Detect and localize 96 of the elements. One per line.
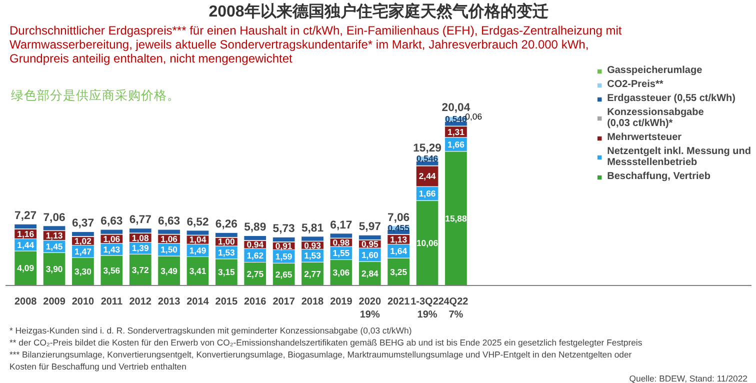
data-label: 1,55 [332, 248, 350, 258]
data-label: 1,06 [103, 234, 120, 244]
total-label: 7,06 [43, 212, 66, 224]
total-label: 6,63 [158, 215, 180, 228]
x-tick-label: 2021 [387, 296, 410, 308]
x-tick-label: 2018 [301, 296, 324, 308]
data-label: 0,06 [465, 112, 482, 122]
data-label: 1,53 [304, 250, 322, 261]
data-label: 2,44 [418, 171, 436, 182]
x-tick-label: 2009 [43, 296, 66, 308]
data-label: 1,31 [448, 126, 465, 137]
data-label: 3,25 [390, 266, 408, 277]
x-tick-label: 2015 [215, 296, 238, 308]
x-tick-label: 2010 [72, 296, 95, 308]
data-label: 1,47 [74, 246, 92, 256]
data-label: 1,66 [448, 139, 465, 150]
data-label: 3,06 [332, 268, 350, 278]
total-label: 5,97 [358, 221, 381, 233]
data-label: 3,56 [103, 265, 120, 276]
data-label: 4,09 [17, 263, 34, 274]
data-label: 3,30 [74, 266, 92, 277]
data-label: 1,06 [160, 234, 178, 244]
total-label: 5,81 [301, 222, 324, 234]
total-label: 7,27 [14, 210, 37, 222]
data-label: 2,65 [275, 269, 292, 280]
source-note: Quelle: BDEW, Stand: 11/2022 [629, 374, 748, 383]
legend-label: Konzessionsabgabe (0,03 ct/kWh)* [607, 107, 704, 129]
total-label: 6,17 [330, 219, 352, 232]
data-label: 2,75 [246, 268, 264, 279]
total-label: 6,52 [186, 216, 209, 228]
data-label: 0,93 [304, 240, 322, 250]
legend-label: CO2-Preis** [607, 79, 664, 90]
legend-label: Erdgassteuer (0,55 ct/kWh) [607, 93, 736, 104]
chart-subtitle: Durchschnittlicher Erdgaspreis*** für einen Haushalt in ct/kWh, Ein-Familienhaus (EFH), Erdgas-Zentralheizung mit Warmwasserbereitung, jeweils aktuelle Sondervertragskundentarife* im Markt, Jahresverbrauch 20.000 kWh, Grundpreis anteilig enthalten, nicht mengengewichtet [10, 24, 622, 66]
data-label: 3,15 [218, 267, 236, 278]
total-label: 20,04 [442, 102, 471, 114]
data-label: 1,66 [418, 188, 436, 199]
total-label: 7,06 [388, 212, 410, 224]
x-tick-label: 2012 [129, 296, 152, 308]
total-label: 6,63 [100, 215, 123, 228]
data-label: 1,02 [74, 236, 92, 246]
data-label: 1,59 [275, 251, 292, 262]
total-label: 15,29 [413, 142, 442, 154]
data-label: 0,91 [275, 240, 292, 251]
data-label: 1,08 [132, 232, 149, 243]
total-label: 5,73 [272, 223, 295, 236]
x-tick-label: 2020 19% [358, 296, 382, 321]
x-tick-label: 2016 [244, 296, 267, 308]
x-tick-label: 2008 [14, 296, 38, 308]
legend-label: Netzentgelt inkl. Messung und Messstellenbetrieb [607, 146, 751, 168]
text: ** der CO₂-Preis bildet die Kosten für den Erwerb von CO₂-Emissionshandelszertifikaten gemäß BEHG ab und ist bis Ende 2025 ein gesetzlich festgelegter Festpreis [10, 338, 643, 348]
data-label: 10,06 [416, 238, 438, 248]
data-label: 3,72 [132, 264, 149, 275]
x-tick-label: 4Q22 7% [444, 296, 469, 321]
data-label: 1,13 [46, 230, 63, 241]
data-label: 1,49 [189, 245, 206, 256]
data-label: 0,95 [361, 238, 378, 249]
data-label: 3,90 [46, 264, 63, 274]
x-tick-label: 2011 [100, 296, 123, 308]
data-label: 1,53 [218, 247, 236, 258]
legend-label: Beschaffung, Vertrieb [607, 171, 710, 182]
data-label: 1,44 [17, 240, 34, 250]
data-label: 15,88 [445, 213, 467, 224]
legend-label: Gasspeicherumlage [607, 65, 702, 76]
total-label: 6,77 [129, 214, 152, 226]
data-label: 1,16 [17, 228, 34, 239]
total-label: 6,37 [72, 218, 94, 230]
data-label: 0,546 [416, 154, 438, 164]
total-label: 5,89 [244, 222, 266, 234]
data-label: 1,50 [160, 244, 178, 255]
text: *** Bilanzierungsumlage, Konvertierungsentgelt, Konvertierungsumlage, Biogasumlage, Marktraumumstellungsumlage und VHP-Entgelt in den Netzentgelten oder Kosten für Beschaffung und Vertrieb enthalten [10, 350, 632, 372]
chart-title: 2008年以来德国独户住宅家庭天然气价格的变迁 [208, 2, 548, 20]
data-label: 1,62 [246, 250, 264, 260]
x-tick-label: 2017 [272, 296, 296, 308]
data-label: 3,49 [160, 266, 178, 276]
data-label: 3,41 [189, 266, 206, 276]
x-tick-label: 2014 [186, 296, 210, 308]
x-tick-label: 1-3Q22 19% [410, 296, 444, 321]
text: 绿色部分是供应商采购价格。 [11, 88, 180, 103]
x-tick-label: 2013 [158, 296, 181, 308]
x-tick-label: 2019 [330, 296, 353, 308]
data-label: 2,77 [304, 268, 322, 279]
data-label: 2,84 [361, 268, 378, 279]
data-label: 0,98 [332, 237, 350, 248]
data-label: 1,45 [46, 241, 63, 252]
data-label: 1,00 [218, 236, 236, 247]
legend-label: Mehrwertsteuer [607, 132, 682, 143]
data-label: 0,94 [246, 240, 264, 250]
data-label: 1,64 [390, 246, 408, 256]
data-label: 1,60 [361, 250, 378, 260]
total-label: 6,26 [215, 218, 238, 231]
data-label: 1,43 [103, 244, 120, 254]
text: * Heizgas-Kunden sind i. d. R. Sondervertragskunden mit geminderter Konzessionsabgabe (0,03 ct/kWh) [10, 326, 412, 336]
data-label: 1,39 [132, 243, 149, 254]
data-label: 1,13 [390, 234, 408, 244]
data-label: 1,04 [189, 234, 206, 245]
